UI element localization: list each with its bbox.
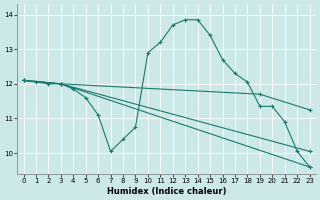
X-axis label: Humidex (Indice chaleur): Humidex (Indice chaleur) — [107, 187, 226, 196]
